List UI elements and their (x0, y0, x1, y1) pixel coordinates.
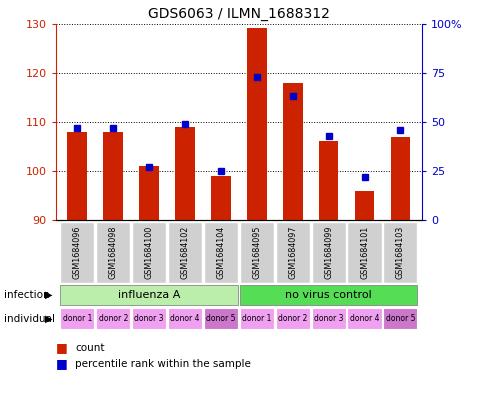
Text: donor 2: donor 2 (277, 314, 307, 323)
Bar (132, 309, 166, 329)
Text: donor 4: donor 4 (170, 314, 199, 323)
Text: GSM1684099: GSM1684099 (323, 226, 333, 279)
Bar (282, 83, 302, 220)
Bar (311, 222, 345, 283)
Bar (167, 309, 202, 329)
Text: GSM1684102: GSM1684102 (180, 226, 189, 279)
Bar (390, 136, 409, 220)
Text: GSM1684104: GSM1684104 (216, 226, 225, 279)
Text: ■: ■ (56, 341, 67, 354)
Bar (60, 309, 94, 329)
Bar (167, 222, 202, 283)
Text: donor 3: donor 3 (313, 314, 343, 323)
Text: donor 2: donor 2 (98, 314, 128, 323)
Bar (318, 141, 338, 220)
Text: ▶: ▶ (45, 290, 52, 300)
Text: GSM1684095: GSM1684095 (252, 226, 261, 279)
Bar (239, 285, 417, 305)
Bar (246, 28, 266, 220)
Title: GDS6063 / ILMN_1688312: GDS6063 / ILMN_1688312 (148, 7, 329, 21)
Text: GSM1684098: GSM1684098 (108, 226, 118, 279)
Bar (275, 222, 309, 283)
Bar (239, 309, 273, 329)
Text: GSM1684101: GSM1684101 (359, 226, 368, 279)
Bar (96, 309, 130, 329)
Text: no virus control: no virus control (285, 290, 371, 300)
Text: ▶: ▶ (45, 314, 52, 324)
Text: ■: ■ (56, 357, 67, 370)
Bar (354, 191, 374, 220)
Bar (347, 309, 381, 329)
Text: donor 5: donor 5 (206, 314, 235, 323)
Text: donor 1: donor 1 (242, 314, 271, 323)
Bar (139, 166, 159, 220)
Bar (347, 222, 381, 283)
Bar (311, 309, 345, 329)
Text: infection: infection (4, 290, 49, 300)
Bar (211, 176, 230, 220)
Bar (203, 222, 238, 283)
Text: donor 1: donor 1 (62, 314, 92, 323)
Text: count: count (75, 343, 105, 353)
Text: percentile rank within the sample: percentile rank within the sample (75, 358, 251, 369)
Bar (96, 222, 130, 283)
Bar (103, 132, 123, 220)
Text: donor 5: donor 5 (385, 314, 414, 323)
Bar (203, 309, 238, 329)
Bar (175, 127, 195, 220)
Bar (275, 309, 309, 329)
Bar (132, 222, 166, 283)
Bar (60, 285, 238, 305)
Bar (239, 222, 273, 283)
Text: GSM1684100: GSM1684100 (144, 226, 153, 279)
Text: GSM1684103: GSM1684103 (395, 226, 404, 279)
Text: donor 3: donor 3 (134, 314, 164, 323)
Text: influenza A: influenza A (118, 290, 180, 300)
Bar (60, 222, 94, 283)
Text: GSM1684097: GSM1684097 (287, 226, 297, 279)
Bar (382, 309, 417, 329)
Bar (67, 132, 87, 220)
Text: individual: individual (4, 314, 55, 324)
Bar (382, 222, 417, 283)
Text: GSM1684096: GSM1684096 (73, 226, 82, 279)
Text: donor 4: donor 4 (349, 314, 378, 323)
